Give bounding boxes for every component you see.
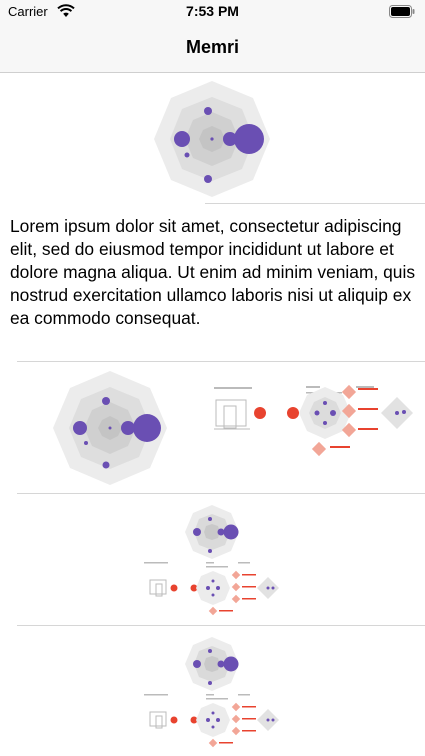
radar-flow-diagram-image [53, 371, 413, 485]
battery-icon [389, 5, 415, 18]
carrier-label: Carrier [8, 4, 48, 19]
image-cell[interactable] [0, 362, 425, 494]
image-cell[interactable] [0, 73, 425, 204]
separator [17, 493, 425, 494]
image-cell[interactable] [0, 626, 425, 756]
content-list[interactable]: Lorem ipsum dolor sit amet, consectetur … [0, 73, 425, 756]
separator [17, 625, 425, 626]
clock: 7:53 PM [186, 3, 239, 19]
image-cell[interactable] [0, 494, 425, 626]
lorem-text: Lorem ipsum dolor sit amet, consectetur … [10, 216, 416, 328]
radar-diagram-image [154, 81, 270, 197]
navigation-bar: Memri [0, 24, 425, 73]
separator [205, 203, 425, 204]
stacked-diagram-image [144, 637, 279, 748]
page-title: Memri [185, 37, 239, 57]
stacked-diagram-image [144, 505, 279, 616]
separator [17, 361, 425, 362]
status-bar: Carrier 7:53 PM [0, 0, 425, 24]
wifi-icon [57, 4, 75, 17]
